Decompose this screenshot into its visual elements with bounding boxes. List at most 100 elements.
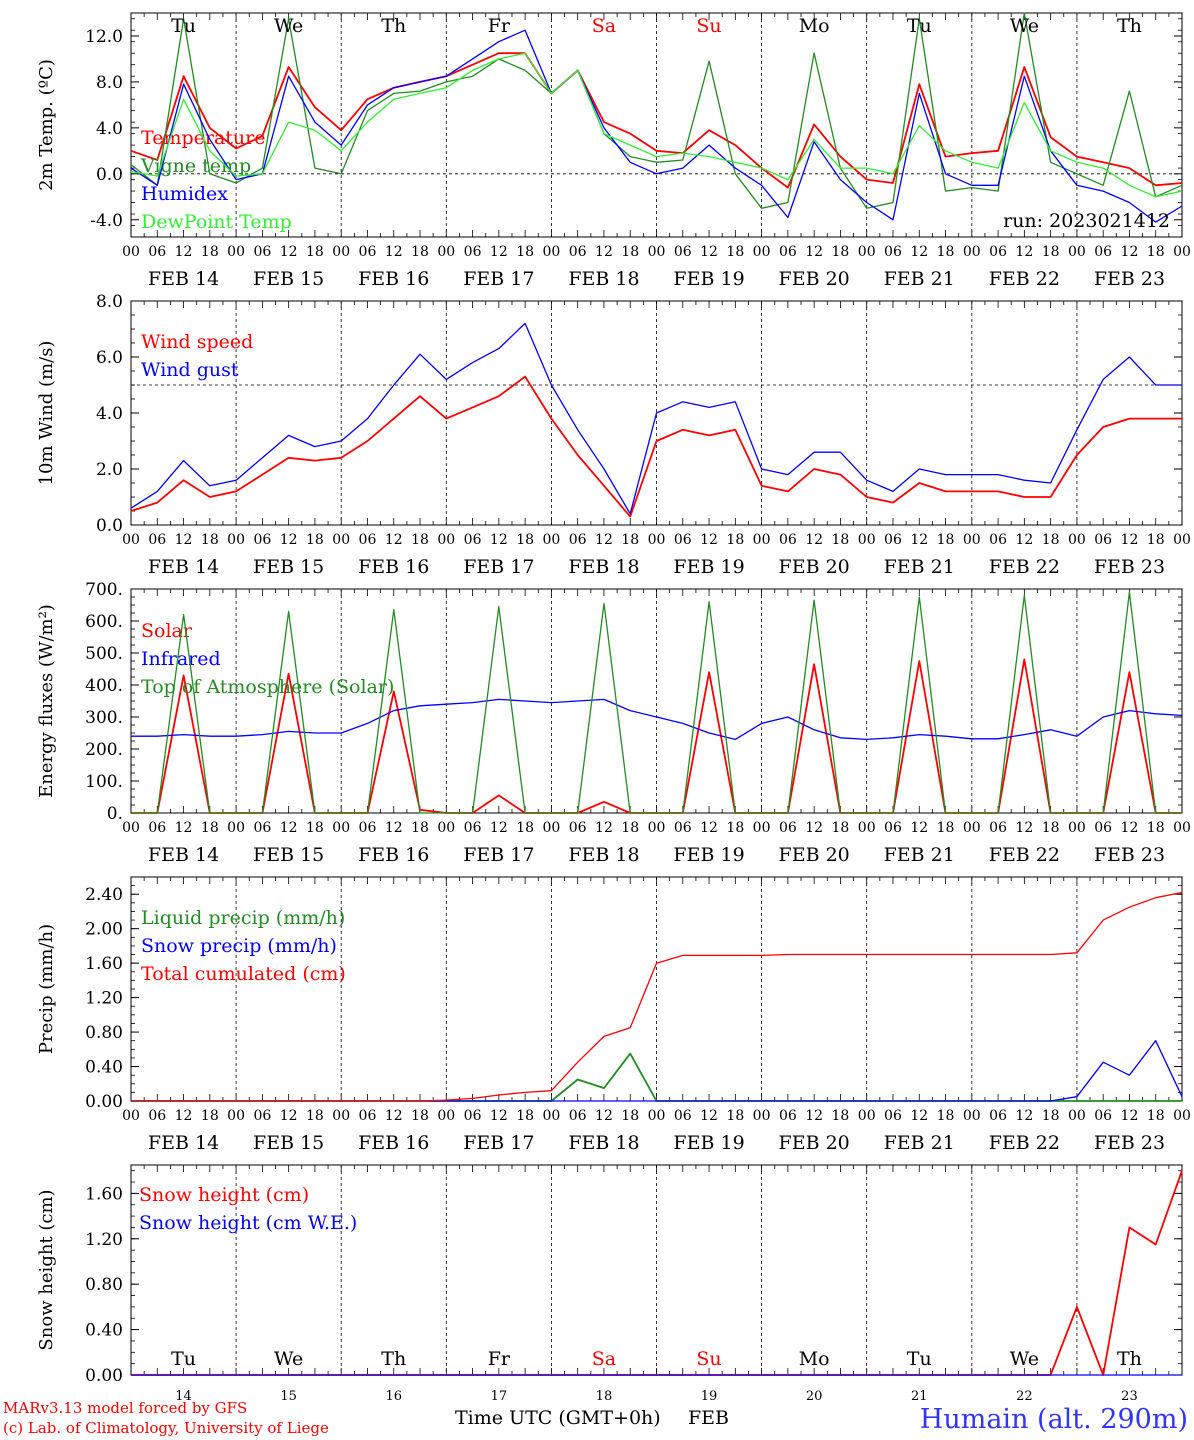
hour-tick-label: 06 [464,1108,482,1124]
hour-tick-label: 12 [910,244,928,260]
hour-tick-label: 06 [464,244,482,260]
hour-tick-label: 12 [280,820,298,836]
hour-tick-label: 18 [411,820,429,836]
y-tick-label: 8.0 [96,73,123,93]
hour-tick-label: 00 [542,1108,560,1124]
series-line-3 [131,591,1182,814]
date-label: FEB 14 [148,268,219,290]
hour-tick-label: 12 [175,244,193,260]
day-number-label: 22 [1016,1389,1033,1404]
weekday-label: Fr [488,1348,511,1370]
hour-tick-label: 12 [385,820,403,836]
hour-tick-label: 00 [227,244,245,260]
hour-tick-label: 18 [1147,1108,1165,1124]
date-label: FEB 14 [148,556,219,578]
weekday-label: Tu [907,1348,932,1370]
hour-tick-label: 12 [1015,1108,1033,1124]
date-label: FEB 16 [358,844,429,866]
hour-tick-label: 18 [621,244,639,260]
hour-tick-label: 06 [779,244,797,260]
weekday-label: Th [381,1348,406,1370]
hour-tick-label: 06 [884,244,902,260]
chart-panel-2: 0.0 2.0 4.0 6.0 8.0 10m Wind (m/s) Wind speed W… [36,292,1191,578]
hour-tick-label: 00 [332,532,350,548]
hour-tick-label: 06 [674,244,692,260]
weekday-label: Su [696,15,721,37]
hour-tick-label: 06 [674,820,692,836]
hour-tick-label: 18 [201,532,219,548]
hour-tick-label: 12 [175,820,193,836]
hour-tick-label: 00 [437,532,455,548]
date-label: FEB 14 [148,844,219,866]
hour-tick-label: 00 [648,820,666,836]
y-tick-label: 200. [85,740,123,760]
y-tick-label: 4.0 [96,404,123,424]
weekday-label: Th [1117,15,1142,37]
date-label: FEB 21 [884,844,955,866]
chart-panel-1: -4.00.04.08.012.02m Temp. (ºC) Temperatur… [36,12,1191,290]
hour-tick-label: 06 [148,244,166,260]
hour-tick-label: 18 [306,532,324,548]
hour-tick-label: 12 [910,1108,928,1124]
hour-tick-label: 06 [989,820,1007,836]
date-label: FEB 20 [779,556,850,578]
hour-tick-label: 06 [569,532,587,548]
hour-tick-label: 00 [1068,820,1086,836]
date-label: FEB 23 [1094,844,1165,866]
y-tick-label: 0.40 [85,1321,123,1341]
hour-tick-label: 00 [858,820,876,836]
y-tick-label: 0.0 [96,516,123,536]
hour-tick-label: 00 [963,820,981,836]
hour-tick-label: 18 [516,820,534,836]
hour-tick-label: 06 [884,532,902,548]
legend-entry: Infrared [141,648,221,670]
weekday-label: Sa [592,1348,616,1370]
hour-tick-label: 12 [700,244,718,260]
hour-tick-label: 12 [805,1108,823,1124]
hour-tick-label: 18 [1042,244,1060,260]
hour-tick-label: 06 [148,1108,166,1124]
hour-tick-label: 00 [753,820,771,836]
chart-panel-4: 0.00 0.40 0.80 1.20 1.60 2.00 2.40 Precip (mm/h… [36,876,1191,1154]
plot-frame [130,12,1183,238]
hour-tick-label: 18 [1147,532,1165,548]
day-number-label: 15 [280,1389,297,1404]
date-label: FEB 15 [253,1132,324,1154]
hour-tick-label: 18 [621,532,639,548]
hour-tick-label: 18 [621,1108,639,1124]
hour-tick-label: 00 [122,244,140,260]
hour-tick-label: 12 [1121,244,1139,260]
hour-tick-label: 18 [1042,1108,1060,1124]
weekday-label: Tu [907,15,932,37]
hour-tick-label: 12 [280,244,298,260]
series-line-1 [130,52,1183,189]
hour-tick-label: 00 [437,1108,455,1124]
hour-tick-label: 18 [726,820,744,836]
hour-tick-label: 18 [411,244,429,260]
series-line-4 [130,52,1183,198]
hour-tick-label: 12 [700,532,718,548]
day-number-label: 17 [491,1389,508,1404]
legend-entry: Top of Atmosphere (Solar) [141,676,394,698]
y-tick-label: 100. [85,772,123,792]
hour-tick-label: 12 [700,820,718,836]
legend-entry: Liquid precip (mm/h) [141,907,345,929]
chart-panel-3: 0. 100. 200. 300. 400. 500. 600. 700. Energy flu… [36,580,1191,866]
weekday-label: We [1010,1348,1039,1370]
legend-entry: DewPoint Temp [141,211,292,233]
lab-credit: (c) Lab. of Climatology, University of L… [3,1419,329,1437]
hour-tick-label: 12 [700,1108,718,1124]
hour-tick-label: 00 [332,820,350,836]
date-label: FEB 15 [253,268,324,290]
hour-tick-label: 00 [1068,1108,1086,1124]
hour-tick-label: 18 [516,1108,534,1124]
hour-tick-label: 18 [832,820,850,836]
hour-tick-label: 06 [253,1108,271,1124]
series-line-1 [130,375,1182,518]
hour-tick-label: 18 [937,820,955,836]
hour-tick-label: 18 [1042,532,1060,548]
legend-entry: Total cumulated (cm) [141,963,346,985]
date-label: FEB 18 [568,844,639,866]
y-tick-label: 1.60 [85,1184,123,1204]
hour-tick-label: 06 [464,820,482,836]
